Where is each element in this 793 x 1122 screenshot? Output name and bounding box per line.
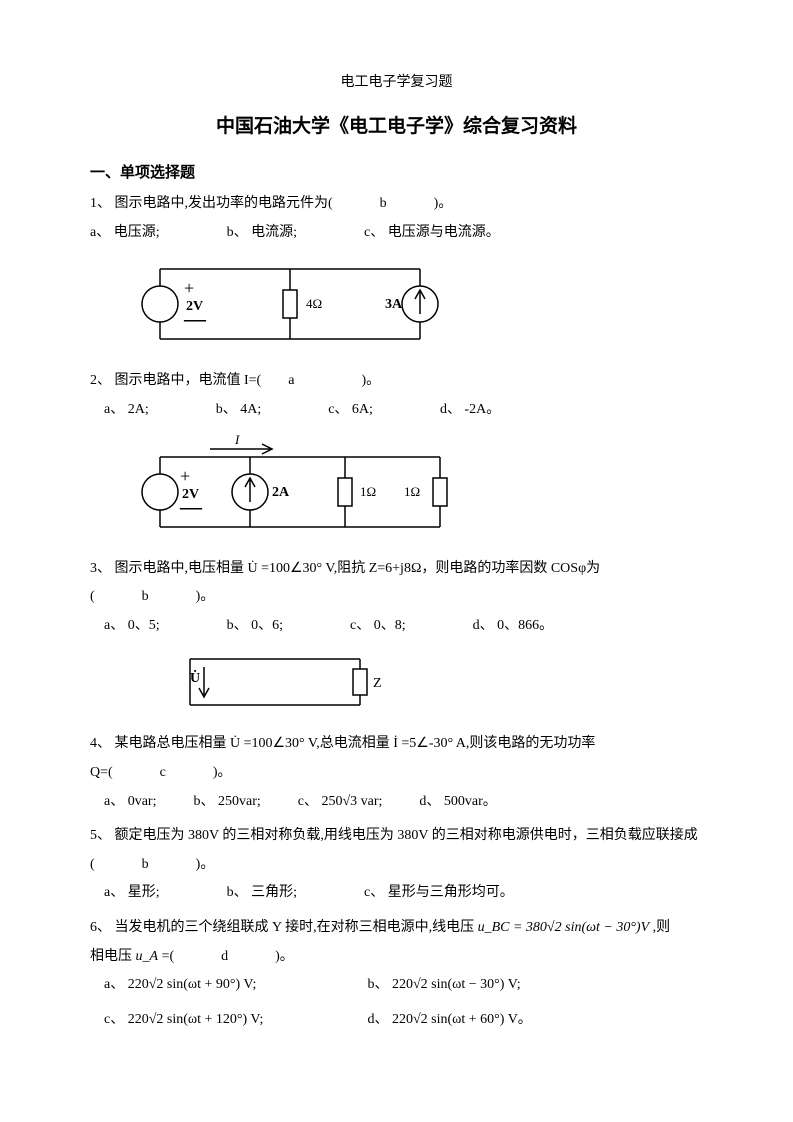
q6-opt-d: d、 220√2 sin(ωt + 60°) V。 <box>368 1007 532 1034</box>
q3-z-label: Z <box>373 676 382 691</box>
q1-options: a、 电压源; b、 电流源; c、 电压源与电流源。 <box>90 220 703 247</box>
q5-paren-pre: ( <box>90 857 95 872</box>
q2-opt-b: b、 4A; <box>216 397 262 424</box>
q6-options-row1: a、 220√2 sin(ωt + 90°) V; b、 220√2 sin(ω… <box>90 972 703 999</box>
q6-eq: =( <box>162 949 175 964</box>
q6-opt-a: a、 220√2 sin(ωt + 90°) V; <box>104 972 364 999</box>
q3-answer: b <box>142 589 149 604</box>
q5-paren: ( b )。 <box>90 852 703 879</box>
q3-paren-pre: ( <box>90 589 95 604</box>
q3-opt-d: d、 0、866。 <box>473 613 554 640</box>
q2-opt-a: a、 2A; <box>104 397 149 424</box>
q3-text: 3、 图示电路中,电压相量 U̇ =100∠30° V,阻抗 Z=6+j8Ω，则… <box>90 561 600 576</box>
q6-ua: u_A <box>136 949 159 964</box>
q2-r2-label: 1Ω <box>404 484 420 499</box>
q2-v-label: 2V <box>182 487 199 502</box>
q1-circuit: + — 2V 4Ω 3A <box>130 254 450 354</box>
q2-r1-label: 1Ω <box>360 484 376 499</box>
q2-opt-d: d、 -2A。 <box>440 397 500 424</box>
page-title: 中国石油大学《电工电子学》综合复习资料 <box>90 109 703 145</box>
q1-opt-b: b、 电流源; <box>227 220 297 247</box>
q1-opt-c: c、 电压源与电流源。 <box>364 220 500 247</box>
q6-line2: 相电压 u_A =( d )。 <box>90 944 703 971</box>
q5-paren-post: )。 <box>196 857 215 872</box>
q5-opt-b: b、 三角形; <box>227 880 297 907</box>
q1-text-pre: 1、 图示电路中,发出功率的电路元件为( <box>90 196 333 211</box>
q4-line2: Q=( c )。 <box>90 760 703 787</box>
q2-text-post: )。 <box>361 373 380 388</box>
svg-text:+: + <box>184 278 194 298</box>
q4-text: 4、 某电路总电压相量 U̇ =100∠30° V,总电流相量 İ =5∠-30… <box>90 736 595 751</box>
q1-answer: b <box>380 196 387 211</box>
q3-options: a、 0、5; b、 0、6; c、 0、8; d、 0、866。 <box>90 613 703 640</box>
q6-opt-b: b、 220√2 sin(ωt − 30°) V; <box>368 972 521 999</box>
q4-opt-c: c、 250√3 var; <box>298 789 383 816</box>
q6-ubc: u_BC = 380√2 sin(ωt − 30°)V <box>478 920 650 935</box>
q4-opt-a: a、 0var; <box>104 789 156 816</box>
q1-r-label: 4Ω <box>306 296 322 311</box>
svg-text:+: + <box>180 466 190 486</box>
question-5: 5、 额定电压为 380V 的三相对称负载,用线电压为 380V 的三相对称电源… <box>90 823 703 850</box>
q5-opt-c: c、 星形与三角形均可。 <box>364 880 514 907</box>
q3-circuit: U̇ Z <box>160 647 390 717</box>
q2-text-pre: 2、 图示电路中，电流值 I=( <box>90 373 261 388</box>
q5-text: 5、 额定电压为 380V 的三相对称负载,用线电压为 380V 的三相对称电源… <box>90 828 698 843</box>
question-4: 4、 某电路总电压相量 U̇ =100∠30° V,总电流相量 İ =5∠-30… <box>90 731 703 758</box>
q3-opt-b: b、 0、6; <box>227 613 283 640</box>
question-6: 6、 当发电机的三个绕组联成 Y 接时,在对称三相电源中,线电压 u_BC = … <box>90 915 703 942</box>
q1-i-label: 3A <box>385 297 403 312</box>
page-header: 电工电子学复习题 <box>90 70 703 97</box>
q3-u-label: U̇ <box>190 669 200 686</box>
q3-opt-c: c、 0、8; <box>350 613 406 640</box>
q2-i-label: I <box>234 432 240 447</box>
q6-line2-post: )。 <box>275 949 294 964</box>
q4-line2-pre: Q=( <box>90 765 113 780</box>
q1-v-label: 2V <box>186 299 203 314</box>
q6-options-row2: c、 220√2 sin(ωt + 120°) V; d、 220√2 sin(… <box>90 1007 703 1034</box>
question-3: 3、 图示电路中,电压相量 U̇ =100∠30° V,阻抗 Z=6+j8Ω，则… <box>90 556 703 583</box>
q6-answer: d <box>221 949 228 964</box>
question-1: 1、 图示电路中,发出功率的电路元件为( b )。 <box>90 191 703 218</box>
q6-line2-pre: 相电压 <box>90 949 136 964</box>
q4-options: a、 0var; b、 250var; c、 250√3 var; d、 500… <box>90 789 703 816</box>
section-heading: 一、单项选择题 <box>90 159 703 188</box>
q2-opt-c: c、 6A; <box>328 397 373 424</box>
q4-answer: c <box>160 765 166 780</box>
q6-opt-c: c、 220√2 sin(ωt + 120°) V; <box>104 1007 364 1034</box>
q2-is-label: 2A <box>272 485 290 500</box>
q1-opt-a: a、 电压源; <box>90 220 160 247</box>
q3-paren-post: )。 <box>196 589 215 604</box>
q4-line2-post: )。 <box>213 765 232 780</box>
q2-options: a、 2A; b、 4A; c、 6A; d、 -2A。 <box>90 397 703 424</box>
q2-answer: a <box>288 373 294 388</box>
question-2: 2、 图示电路中，电流值 I=( a )。 <box>90 368 703 395</box>
q3-opt-a: a、 0、5; <box>104 613 160 640</box>
q4-opt-b: b、 250var; <box>193 789 260 816</box>
q6-text-post: ,则 <box>653 920 671 935</box>
q5-answer: b <box>142 857 149 872</box>
q5-options: a、 星形; b、 三角形; c、 星形与三角形均可。 <box>90 880 703 907</box>
q5-opt-a: a、 星形; <box>104 880 160 907</box>
q6-text-pre: 6、 当发电机的三个绕组联成 Y 接时,在对称三相电源中,线电压 <box>90 920 478 935</box>
q1-text-post: )。 <box>434 196 453 211</box>
q3-paren: ( b )。 <box>90 584 703 611</box>
q4-opt-d: d、 500var。 <box>419 789 496 816</box>
q2-circuit: I + — 2V 2A 1Ω 1Ω <box>130 432 470 542</box>
